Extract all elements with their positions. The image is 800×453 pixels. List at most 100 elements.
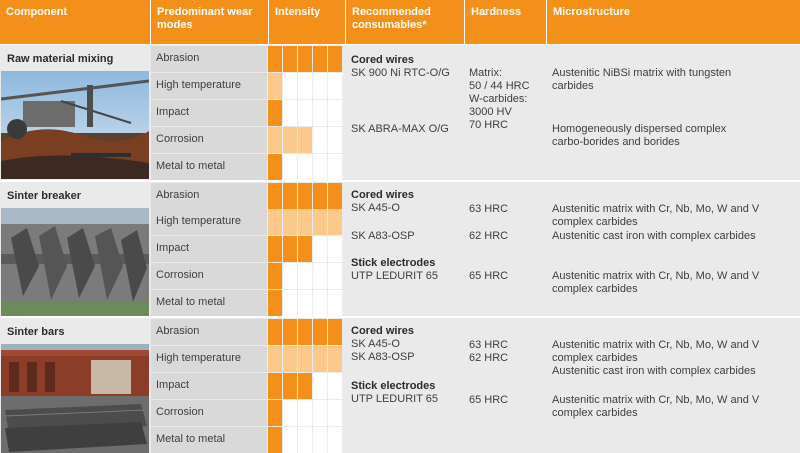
intensity-segment (298, 100, 312, 126)
intensity-segment (313, 427, 327, 453)
wear-mode-row: Metal to metal (151, 154, 267, 180)
wear-mode-row: Impact (151, 373, 267, 399)
intensity-segment (298, 209, 312, 235)
intensity-segment (283, 263, 297, 289)
hardness-value: 62 HRC (469, 230, 509, 242)
consumable-item: SK A45-O (351, 202, 400, 214)
consumable-heading: Cored wires (351, 325, 414, 337)
intensity-bar (268, 373, 344, 399)
intensity-segment (328, 427, 342, 453)
intensity-segment (298, 46, 312, 72)
consumable-heading: Cored wires (351, 189, 414, 201)
table-header: Component Predominant wear modes Intensi… (0, 0, 800, 44)
intensity-bar (268, 400, 344, 426)
hardness-value: Matrix: (469, 67, 502, 79)
hardness-cell: 63 HRC 62 HRC (464, 339, 544, 365)
intensity-segment (313, 73, 327, 99)
group-sinter-bars: Sinter bars Abrasion High temperature Im… (0, 318, 800, 453)
intensity-bar (268, 127, 344, 153)
intensity-segment (268, 127, 282, 153)
consumables-cell: Cored wires SK 900 Ni RTC-O/G (346, 54, 462, 80)
microstructure-text: Austenitic matrix with Cr, Nb, Mo, W and… (552, 203, 760, 215)
intensity-bar (268, 236, 344, 262)
header-component: Component (6, 6, 68, 18)
intensity-segment (328, 373, 342, 399)
wear-mode-row: High temperature (151, 346, 267, 372)
microstructure-text: Austenitic cast iron with complex carbid… (552, 365, 756, 377)
wear-mode-row: Abrasion (151, 183, 267, 209)
microstructure-text: Austenitic matrix with Cr, Nb, Mo, W and… (552, 339, 760, 351)
intensity-segment (283, 400, 297, 426)
group-raw-material-mixing: Raw material mixing Abrasion High temper… (0, 45, 800, 180)
intensity-bar (268, 209, 344, 235)
consumables-cell: Cored wires SK A45-O SK A83-OSP (346, 325, 462, 364)
consumable-item: SK ABRA-MAX O/G (351, 123, 449, 135)
intensity-segment (328, 183, 342, 209)
intensity-segment (313, 373, 327, 399)
consumable-item: SK A45-O (351, 338, 400, 350)
intensity-segment (328, 209, 342, 235)
microstructure-cell: Austenitic matrix with Cr, Nb, Mo, W and… (546, 203, 800, 229)
intensity-segment (268, 427, 282, 453)
microstructure-text: Austenitic cast iron with complex carbid… (552, 230, 756, 242)
intensity-segment (313, 263, 327, 289)
intensity-bar (268, 263, 344, 289)
hardness-value: 65 HRC (469, 270, 509, 282)
intensity-segment (313, 346, 327, 372)
hardness-cell: Matrix: 50 / 44 HRC W-carbides: 3000 HV … (464, 67, 544, 132)
hardness-value: 65 HRC (469, 394, 509, 406)
microstructure-text: complex carbides (552, 283, 638, 295)
header-microstructure: Microstructure (546, 0, 800, 44)
consumable-heading: Stick electrodes (351, 257, 436, 269)
consumables-cell: Stick electrodes UTP LEDURIT 65 (346, 257, 462, 283)
microstructure-cell: Austenitic matrix with Cr, Nb, Mo, W and… (546, 394, 800, 420)
consumable-item: SK A83-OSP (351, 351, 415, 363)
intensity-segment (298, 400, 312, 426)
intensity-bar (268, 154, 344, 180)
microstructure-cell: Austenitic matrix with Cr, Nb, Mo, W and… (546, 270, 800, 296)
intensity-bar (268, 183, 344, 209)
intensity-segment (283, 73, 297, 99)
intensity-segment (298, 127, 312, 153)
intensity-segment (283, 236, 297, 262)
intensity-segment (268, 346, 282, 372)
wear-mode-row: Metal to metal (151, 290, 267, 316)
hardness-value: 63 HRC (469, 339, 509, 351)
intensity-segment (328, 236, 342, 262)
intensity-segment (283, 209, 297, 235)
intensity-segment (268, 236, 282, 262)
intensity-bar (268, 73, 344, 99)
microstructure-text: Austenitic NiBSi matrix with tungsten (552, 67, 732, 79)
intensity-segment (328, 100, 342, 126)
intensity-segment (298, 319, 312, 345)
microstructure-text: Homogeneously dispersed complex (552, 123, 727, 135)
intensity-segment (268, 400, 282, 426)
intensity-segment (328, 290, 342, 316)
intensity-bar (268, 290, 344, 316)
intensity-segment (298, 346, 312, 372)
intensity-segment (298, 183, 312, 209)
wear-mode-row: Corrosion (151, 127, 267, 153)
intensity-segment (283, 183, 297, 209)
intensity-segment (283, 46, 297, 72)
intensity-segment (298, 373, 312, 399)
intensity-segment (328, 46, 342, 72)
intensity-segment (328, 154, 342, 180)
component-title: Sinter breaker (7, 190, 81, 202)
wear-mode-row: Abrasion (151, 46, 267, 72)
intensity-segment (313, 319, 327, 345)
wear-mode-row: High temperature (151, 209, 267, 235)
hardness-value: 3000 HV (469, 106, 512, 118)
intensity-segment (313, 154, 327, 180)
microstructure-text: complex carbides (552, 352, 638, 364)
microstructure-text: Austenitic matrix with Cr, Nb, Mo, W and… (552, 270, 760, 282)
component-photo-sinter-bars (1, 344, 149, 453)
header-intensity: Intensity (268, 0, 345, 44)
intensity-segment (298, 427, 312, 453)
intensity-segment (283, 100, 297, 126)
wear-mode-row: Abrasion (151, 319, 267, 345)
consumable-item: UTP LEDURIT 65 (351, 270, 439, 282)
group-sinter-breaker: Sinter breaker Abrasion High temperature… (0, 182, 800, 316)
intensity-segment (328, 263, 342, 289)
hardness-value: 63 HRC (469, 203, 509, 215)
